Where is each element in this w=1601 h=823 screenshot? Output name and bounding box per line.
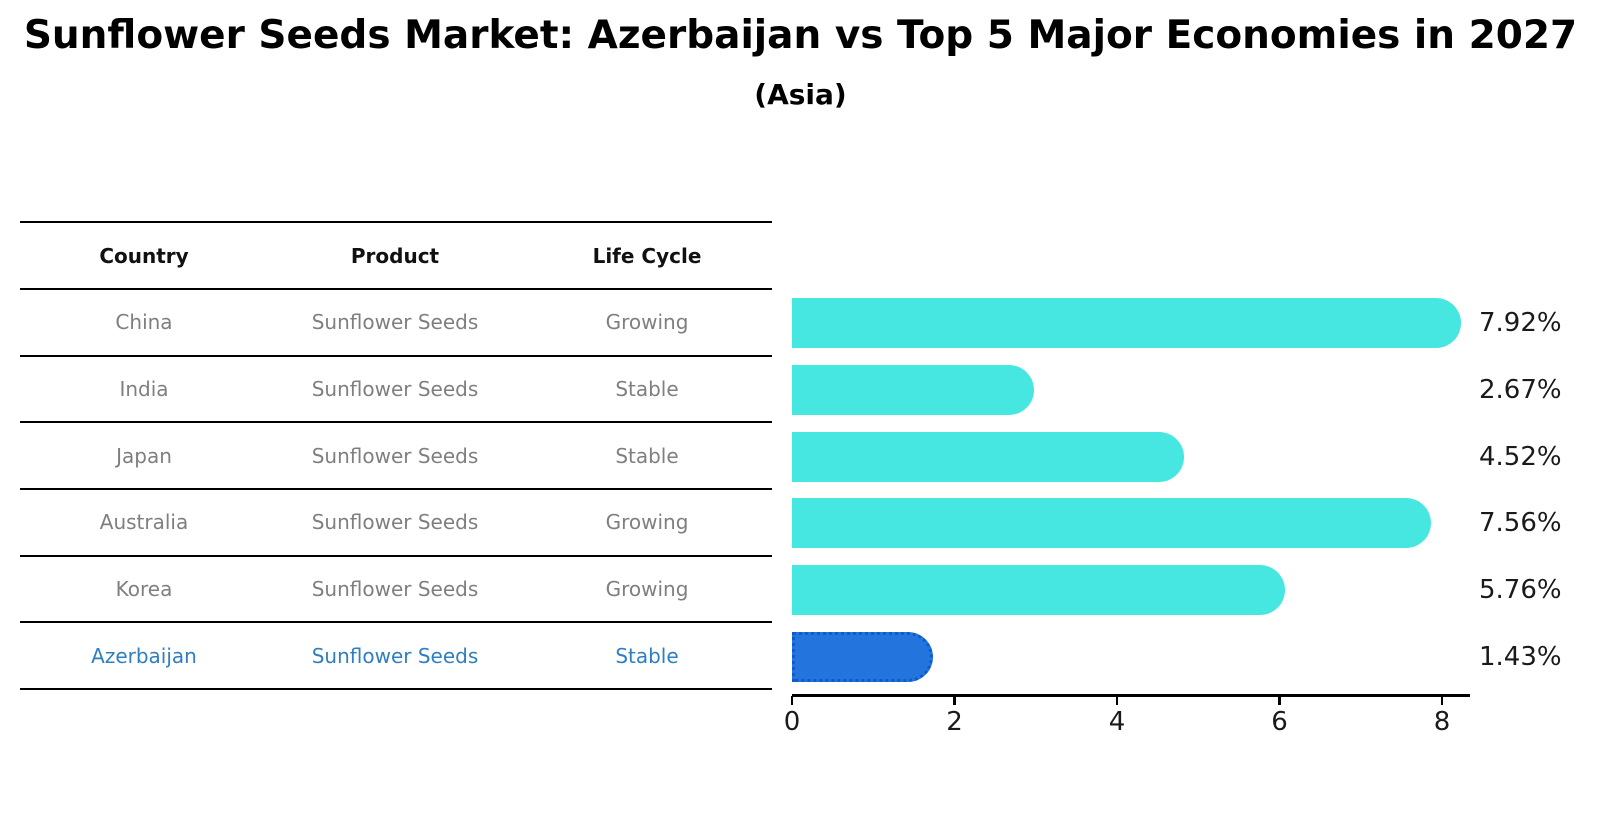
bar-china (792, 298, 1461, 349)
table-body: China Sunflower Seeds Growing India Sunflowe… (20, 290, 772, 691)
table-row: Australia Sunflower Seeds Growing (20, 490, 772, 557)
cell-product: Sunflower Seeds (311, 643, 479, 668)
bar-korea (792, 564, 1285, 615)
x-tick-mark (1115, 696, 1119, 705)
cell-product: Sunflower Seeds (311, 377, 479, 402)
x-tick-mark (1278, 696, 1281, 705)
x-tick-mark (790, 696, 794, 705)
cell-country: Azerbaijan (91, 643, 197, 668)
cell-country: Korea (115, 577, 173, 602)
cell-product: Sunflower Seeds (311, 310, 479, 335)
value-label-china: 7.92% (1479, 308, 1562, 339)
cell-lifecycle: Stable (615, 377, 679, 402)
bar-japan (792, 431, 1185, 482)
cell-lifecycle: Growing (605, 310, 689, 335)
bar-azerbaijan (792, 631, 934, 682)
cell-lifecycle: Growing (605, 510, 689, 535)
x-tick-label: 6 (1271, 707, 1288, 737)
value-label-india: 2.67% (1479, 374, 1562, 405)
bar-australia (792, 498, 1432, 549)
bar-india (792, 364, 1034, 415)
chart-title: Sunflower Seeds Market: Azerbaijan vs To… (23, 13, 1578, 58)
x-tick-mark (953, 696, 956, 705)
value-label-japan: 4.52% (1479, 441, 1562, 472)
cell-country: Australia (99, 510, 189, 535)
x-axis-line (792, 694, 1470, 697)
table-row: Japan Sunflower Seeds Stable (20, 423, 772, 491)
table-row: Azerbaijan Sunflower Seeds Stable (20, 623, 772, 691)
table-row: India Sunflower Seeds Stable (20, 357, 772, 424)
table-header-lifecycle: Life Cycle (592, 243, 702, 268)
cell-lifecycle: Stable (615, 643, 679, 668)
value-label-australia: 7.56% (1479, 508, 1562, 539)
cell-lifecycle: Stable (615, 443, 679, 468)
cell-country: China (115, 310, 173, 335)
x-tick-label: 4 (1108, 707, 1126, 737)
cell-product: Sunflower Seeds (311, 577, 479, 602)
x-tick-label: 0 (783, 707, 801, 737)
cell-lifecycle: Growing (605, 577, 689, 602)
cell-product: Sunflower Seeds (311, 443, 479, 468)
chart-subtitle: (Asia) (754, 78, 847, 111)
table-header-product: Product (350, 243, 440, 268)
table-header-country: Country (99, 243, 189, 268)
value-label-korea: 5.76% (1479, 574, 1562, 605)
cell-product: Sunflower Seeds (311, 510, 479, 535)
table-row: Korea Sunflower Seeds Growing (20, 557, 772, 624)
value-label-azerbaijan: 1.43% (1479, 641, 1562, 672)
country-table: Country Product Life Cycle China Sunflowe… (20, 221, 772, 691)
x-tick-label: 8 (1433, 707, 1451, 737)
cell-country: India (119, 377, 169, 402)
x-tick-mark (1440, 696, 1444, 705)
table-header-row: Country Product Life Cycle (20, 223, 772, 290)
cell-country: Japan (116, 443, 172, 468)
x-tick-label: 2 (946, 707, 963, 737)
table-row: China Sunflower Seeds Growing (20, 290, 772, 357)
